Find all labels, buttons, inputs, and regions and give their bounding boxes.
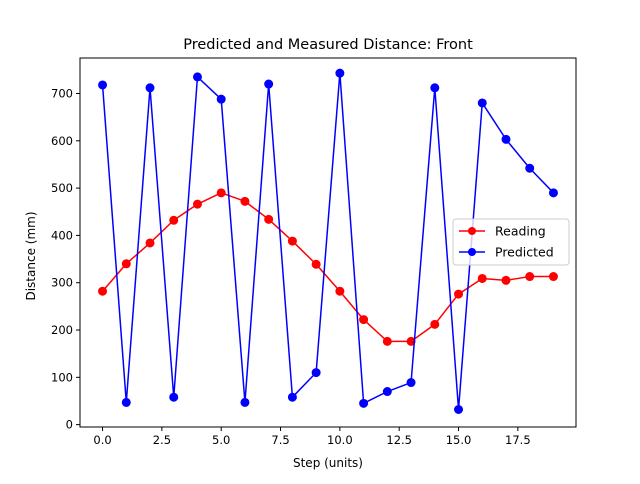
data-point-reading xyxy=(548,272,558,282)
data-point-reading xyxy=(454,289,464,299)
data-point-predicted xyxy=(216,94,226,104)
data-point-reading xyxy=(121,259,131,269)
y-tick-label: 300 xyxy=(51,276,73,290)
data-point-predicted xyxy=(145,83,155,93)
y-axis: 0 100 200 300 400 500 600 700 xyxy=(51,86,80,432)
x-axis-label: Step (units) xyxy=(293,456,363,470)
data-point-predicted xyxy=(121,397,131,407)
data-point-predicted xyxy=(98,80,108,90)
data-point-predicted xyxy=(287,392,297,402)
data-point-reading xyxy=(335,286,345,296)
legend: Reading Predicted xyxy=(452,218,570,266)
y-tick-label: 700 xyxy=(51,86,73,100)
y-tick-label: 500 xyxy=(51,181,73,195)
data-point-predicted xyxy=(359,398,369,408)
x-tick-label: 10.0 xyxy=(327,433,353,447)
data-point-predicted xyxy=(406,378,416,388)
data-point-reading xyxy=(382,336,392,346)
data-point-reading xyxy=(192,199,202,209)
data-point-predicted xyxy=(240,397,250,407)
data-point-reading xyxy=(477,273,487,283)
y-tick-label: 600 xyxy=(51,134,73,148)
chart-title: Predicted and Measured Distance: Front xyxy=(183,37,473,53)
data-point-reading xyxy=(145,238,155,248)
data-point-predicted xyxy=(454,404,464,414)
data-point-reading xyxy=(216,188,226,198)
y-axis-label: Distance (mm) xyxy=(24,211,38,300)
series-layer xyxy=(98,68,558,414)
data-point-reading xyxy=(359,315,369,325)
x-tick-label: 17.5 xyxy=(505,433,531,447)
series-line-reading xyxy=(101,192,554,343)
data-point-predicted xyxy=(169,392,179,402)
x-tick-label: 12.5 xyxy=(386,433,412,447)
data-point-predicted xyxy=(382,387,392,397)
data-point-predicted xyxy=(548,188,558,198)
data-point-predicted xyxy=(430,83,440,93)
legend-item-reading: Reading xyxy=(459,224,546,239)
data-point-predicted xyxy=(477,98,487,108)
x-axis: 0.0 2.5 5.0 7.5 10.0 12.5 15.0 17.5 xyxy=(93,427,531,447)
y-tick-label: 400 xyxy=(51,228,73,242)
data-point-predicted xyxy=(311,368,321,378)
plot-frame xyxy=(79,57,577,428)
legend-item-predicted: Predicted xyxy=(459,245,554,260)
x-tick-label: 5.0 xyxy=(212,433,230,447)
data-point-reading xyxy=(287,236,297,246)
data-point-predicted xyxy=(525,163,535,173)
x-tick-label: 7.5 xyxy=(271,433,289,447)
series-reading xyxy=(98,188,558,346)
data-point-predicted xyxy=(335,68,345,78)
data-point-reading xyxy=(311,259,321,269)
data-point-predicted xyxy=(264,79,274,89)
series-predicted xyxy=(98,68,558,414)
data-point-predicted xyxy=(192,72,202,82)
y-tick-label: 200 xyxy=(51,323,73,337)
data-point-reading xyxy=(501,275,511,285)
data-point-reading xyxy=(240,196,250,206)
y-tick-label: 0 xyxy=(66,418,73,432)
data-point-predicted xyxy=(501,134,511,144)
x-tick-label: 15.0 xyxy=(446,433,472,447)
data-point-reading xyxy=(430,319,440,329)
data-point-reading xyxy=(525,272,535,282)
series-line-predicted xyxy=(101,72,554,411)
data-point-reading xyxy=(98,286,108,296)
data-point-reading xyxy=(169,215,179,225)
legend-label: Predicted xyxy=(495,245,554,260)
y-tick-label: 100 xyxy=(51,370,73,384)
x-tick-label: 0.0 xyxy=(93,433,111,447)
x-tick-label: 2.5 xyxy=(153,433,171,447)
legend-swatch-marker xyxy=(468,227,476,235)
legend-label: Reading xyxy=(495,224,546,239)
data-point-reading xyxy=(264,214,274,224)
legend-swatch-marker xyxy=(468,248,476,256)
